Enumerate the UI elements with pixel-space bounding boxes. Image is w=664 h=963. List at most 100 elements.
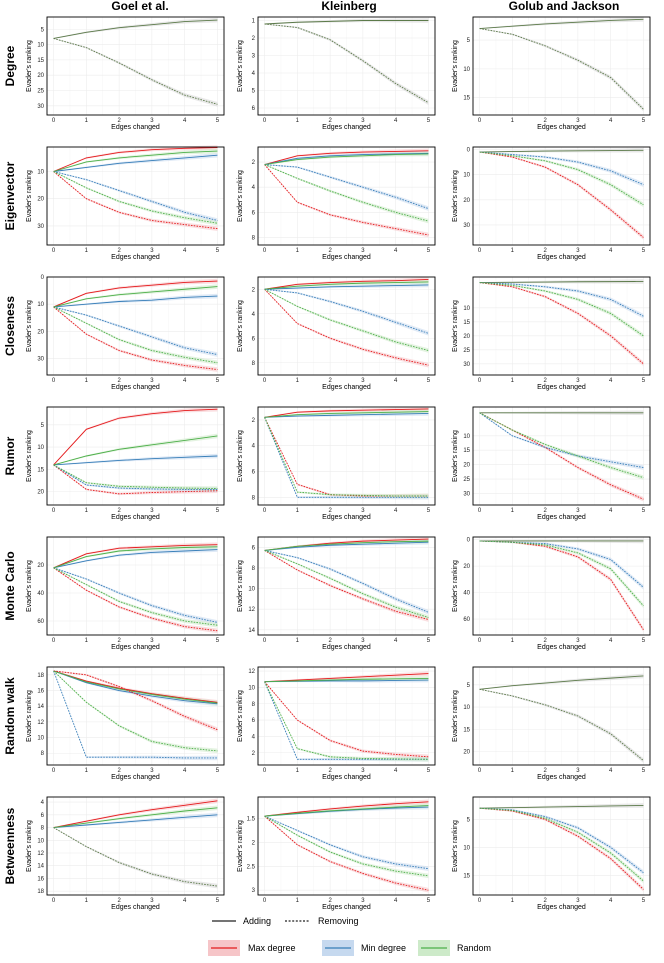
- x-tick-label: 2: [543, 768, 547, 774]
- y-axis-label: Evader's ranking: [452, 430, 459, 482]
- x-tick-label: 3: [576, 508, 580, 514]
- y-tick-label: 4: [252, 185, 256, 191]
- confidence-band-all-removing: [53, 37, 218, 107]
- panel-rumor-golub-and-jackson: 0 1 2 3 4 5 10 15 20 25 30 Edges changed Evader's ra…: [452, 406, 651, 521]
- row-title-eigenvector: Eigenvector: [3, 161, 17, 230]
- y-tick-label: 5: [467, 817, 471, 823]
- row-title-degree: Degree: [3, 45, 17, 86]
- panel-eigenvector-kleinberg: 0 1 2 3 4 5 2 4 6 8 Edges changed Evader's ranking: [237, 146, 436, 261]
- y-axis-label: Evader's ranking: [26, 170, 33, 222]
- series-line-random-adding: [264, 153, 429, 166]
- panel-degree-kleinberg: 0 1 2 3 4 5 1 2 3 4 5 6 Edges changed Evader's rankin…: [237, 16, 436, 131]
- x-tick-label: 4: [394, 898, 398, 904]
- series-line-max-degree-adding: [264, 279, 429, 290]
- series-line-max-degree-removing: [53, 306, 218, 371]
- y-tick-label: 10: [463, 173, 470, 179]
- series-line-min-degree-removing: [53, 306, 218, 356]
- series-line-random-removing: [264, 549, 429, 618]
- y-tick-label: 2: [252, 751, 256, 757]
- x-tick-label: 2: [328, 638, 332, 644]
- y-tick-label: 15: [463, 96, 470, 102]
- x-tick-label: 1: [85, 118, 89, 124]
- y-tick-label: 10: [248, 587, 255, 593]
- y-tick-label: 10: [248, 685, 255, 691]
- y-axis-label: Evader's ranking: [237, 560, 244, 612]
- row-title-betweenness: Betweenness: [3, 807, 17, 884]
- panel-frame: [257, 666, 436, 766]
- x-tick-label: 3: [361, 638, 365, 644]
- legend-removing-label: Removing: [318, 916, 359, 926]
- x-tick-label: 5: [642, 248, 646, 254]
- x-tick-label: 5: [427, 638, 431, 644]
- x-tick-label: 2: [543, 248, 547, 254]
- x-tick-label: 2: [543, 118, 547, 124]
- x-tick-label: 4: [394, 248, 398, 254]
- panel-frame: [257, 406, 436, 506]
- y-tick-label: 1: [252, 19, 256, 25]
- y-tick-label: 10: [463, 306, 470, 312]
- x-tick-label: 3: [150, 508, 154, 514]
- series-line-min-degree-removing: [264, 164, 429, 209]
- legend-max-degree-label: Max degree: [248, 943, 296, 953]
- panel-random-walk-golub-and-jackson: 0 1 2 3 4 5 5 10 15 20 Edges changed Evader's ranki…: [452, 666, 651, 781]
- confidence-band-random-removing: [264, 815, 429, 879]
- x-tick-label: 3: [361, 248, 365, 254]
- y-tick-label: 10: [37, 43, 44, 49]
- x-tick-label: 2: [117, 118, 121, 124]
- y-tick-label: 6: [252, 336, 256, 342]
- confidence-band-min-degree-removing: [479, 282, 644, 319]
- panel-frame: [257, 146, 436, 246]
- column-title-golub-jackson: Golub and Jackson: [509, 0, 620, 13]
- x-tick-label: 2: [328, 508, 332, 514]
- series-line-min-degree-adding: [264, 284, 429, 290]
- y-tick-label: 16: [37, 689, 44, 695]
- x-tick-label: 0: [52, 118, 56, 124]
- x-tick-label: 5: [216, 508, 220, 514]
- x-tick-label: 5: [216, 638, 220, 644]
- x-tick-label: 1: [296, 768, 300, 774]
- series-line-all-removing: [53, 827, 218, 887]
- y-tick-label: 20: [37, 197, 44, 203]
- series-line-all-adding: [479, 149, 644, 153]
- panel-frame: [257, 796, 436, 896]
- x-tick-label: 5: [216, 768, 220, 774]
- y-tick-label: 12: [37, 720, 44, 726]
- column-titles: Goel et al. Kleinberg Golub and Jackson: [111, 0, 619, 13]
- x-tick-label: 2: [543, 898, 547, 904]
- y-tick-label: 20: [463, 750, 470, 756]
- column-title-goel: Goel et al.: [111, 0, 168, 13]
- x-axis-label: Edges changed: [322, 514, 371, 521]
- y-tick-label: 18: [37, 673, 44, 679]
- x-tick-label: 2: [328, 118, 332, 124]
- y-tick-label: 10: [37, 445, 44, 451]
- row-title-rumor: Rumor: [3, 436, 17, 475]
- x-tick-label: 4: [394, 378, 398, 384]
- series-line-min-degree-adding: [53, 549, 218, 569]
- x-tick-label: 4: [609, 638, 613, 644]
- series-line-max-degree-removing: [53, 464, 218, 495]
- row-title-closeness: Closeness: [3, 296, 17, 356]
- series-line-min-degree-removing: [53, 670, 218, 759]
- series-line-random-removing: [264, 681, 429, 760]
- x-axis-label: Edges changed: [537, 124, 586, 131]
- x-axis-label: Edges changed: [322, 904, 371, 911]
- legend: Adding Removing Max degree Min degree Ra…: [208, 916, 491, 956]
- series-line-all-adding: [479, 675, 644, 690]
- y-tick-label: 16: [37, 876, 44, 882]
- y-tick-label: 1.5: [247, 817, 256, 823]
- x-tick-label: 3: [361, 508, 365, 514]
- series-line-random-removing: [53, 567, 218, 626]
- panel-betweenness-golub-and-jackson: 0 1 2 3 4 5 5 10 15 Edges changed Evader's ranking: [452, 796, 651, 911]
- confidence-band-min-degree-removing: [479, 151, 644, 187]
- x-tick-label: 3: [361, 118, 365, 124]
- series-line-min-degree-removing: [264, 288, 429, 334]
- y-tick-label: 25: [37, 89, 44, 95]
- x-tick-label: 2: [117, 378, 121, 384]
- x-tick-label: 3: [150, 248, 154, 254]
- y-tick-label: 14: [37, 704, 44, 710]
- y-axis-label: Evader's ranking: [237, 300, 244, 352]
- series-line-min-degree-adding: [53, 295, 218, 308]
- x-tick-label: 2: [117, 638, 121, 644]
